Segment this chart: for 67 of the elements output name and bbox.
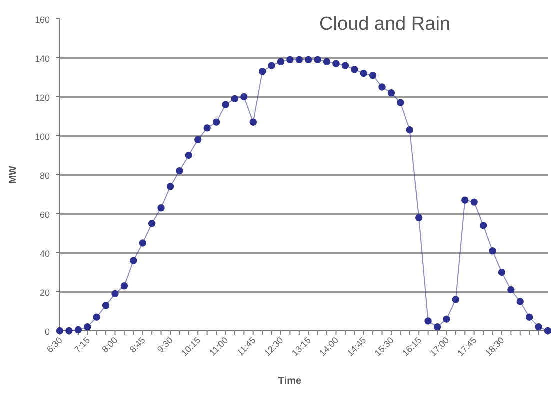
point xyxy=(212,118,220,126)
y-tick-label: 140 xyxy=(34,54,50,64)
point xyxy=(369,72,377,80)
point xyxy=(139,240,146,247)
point xyxy=(112,290,119,298)
point xyxy=(342,62,350,70)
point xyxy=(498,268,506,276)
point xyxy=(176,168,184,175)
y-tick-label: 160 xyxy=(34,15,50,25)
point xyxy=(194,136,202,144)
point xyxy=(102,302,110,310)
point xyxy=(443,316,450,323)
point xyxy=(158,204,165,212)
x-tick-label: 9:30 xyxy=(155,335,175,355)
x-tick-label: 6:30 xyxy=(44,335,64,355)
point xyxy=(222,101,230,108)
point xyxy=(277,58,285,66)
chart-title: Cloud and Rain xyxy=(320,14,450,35)
point xyxy=(378,84,386,91)
y-tick-label: 40 xyxy=(40,249,50,259)
point xyxy=(148,220,156,228)
x-axis-title: Time xyxy=(278,376,302,387)
point xyxy=(508,286,515,294)
point xyxy=(332,60,340,68)
point xyxy=(323,58,331,66)
point xyxy=(516,298,524,306)
point xyxy=(130,257,138,264)
point xyxy=(185,152,193,160)
point xyxy=(480,222,488,230)
point xyxy=(434,324,442,331)
point xyxy=(268,62,276,70)
point xyxy=(397,99,404,106)
point xyxy=(462,196,469,204)
point xyxy=(470,198,478,206)
y-tick-label: 0 xyxy=(44,327,50,337)
point xyxy=(415,214,423,222)
point xyxy=(452,296,460,304)
point xyxy=(305,56,312,64)
point xyxy=(351,66,358,74)
point xyxy=(204,124,211,132)
point xyxy=(406,126,414,134)
y-tick-label: 100 xyxy=(34,132,50,142)
point xyxy=(296,56,303,64)
point xyxy=(314,56,322,64)
point xyxy=(424,318,432,325)
point xyxy=(250,118,257,126)
y-tick-label: 120 xyxy=(34,93,50,103)
point xyxy=(535,324,542,331)
point xyxy=(526,314,534,321)
y-tick-label: 80 xyxy=(40,171,50,181)
point xyxy=(286,56,294,64)
point xyxy=(240,93,248,101)
point xyxy=(258,68,266,76)
point xyxy=(231,95,239,103)
point xyxy=(166,183,174,190)
point xyxy=(388,90,396,97)
y-tick-label: 60 xyxy=(40,210,50,220)
point xyxy=(66,327,73,335)
y-tick-label: 20 xyxy=(40,288,50,298)
point xyxy=(93,314,100,321)
point xyxy=(84,324,92,331)
point xyxy=(120,282,128,290)
point xyxy=(489,247,496,255)
y-axis-title: MW xyxy=(8,166,19,184)
point xyxy=(360,70,368,78)
x-tick-label: 8:00 xyxy=(100,335,120,355)
point xyxy=(74,326,82,334)
